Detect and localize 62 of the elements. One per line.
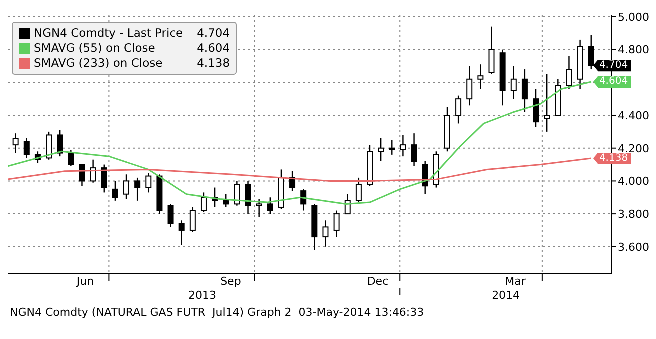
candlestick xyxy=(488,26,495,76)
candlestick xyxy=(124,174,130,200)
candlestick xyxy=(68,149,74,168)
x-tick-label: Sep xyxy=(220,275,242,288)
candlestick xyxy=(344,194,351,215)
candlestick xyxy=(46,131,52,160)
candlestick xyxy=(178,220,185,246)
candlestick xyxy=(456,95,462,124)
candlestick xyxy=(411,132,418,168)
candlestick xyxy=(389,140,396,156)
candlestick xyxy=(223,194,230,208)
legend-label: NGN4 Comdty - Last Price xyxy=(34,26,184,41)
y-tick-label: 4.800 xyxy=(618,44,650,57)
data-label: 4.604 xyxy=(593,76,632,88)
candlestick xyxy=(234,180,240,206)
line-series xyxy=(8,158,592,182)
candlestick xyxy=(267,197,274,215)
candlestick xyxy=(510,66,517,100)
candlestick xyxy=(134,177,141,202)
legend-label: SMAVG (55) on Close xyxy=(34,41,156,56)
text: 4.604 xyxy=(197,41,230,55)
candlestick xyxy=(400,134,406,158)
text: 4.704 xyxy=(599,60,628,71)
candlestick xyxy=(322,220,329,248)
y-tick-label: 4.400 xyxy=(618,109,650,122)
x-tick-label: Mar xyxy=(505,275,526,288)
candlestick xyxy=(24,138,30,159)
candlestick xyxy=(112,180,118,202)
y-tick-label: 3.800 xyxy=(618,208,650,221)
candlestick xyxy=(146,172,152,194)
candlestick xyxy=(200,192,207,214)
candlestick xyxy=(544,74,550,133)
data-label: 4.138 xyxy=(593,152,632,165)
y-tick-label: 5.000 xyxy=(618,10,650,24)
candlestick xyxy=(90,159,96,184)
candlestick xyxy=(101,164,108,194)
text: 4.138 xyxy=(197,56,230,70)
candlestick xyxy=(245,180,252,215)
y-tick-label: 3.600 xyxy=(618,240,650,254)
x2-tick-label: 2013 xyxy=(188,289,216,302)
candlestick xyxy=(57,130,64,158)
candlestick xyxy=(478,64,484,90)
candlestick xyxy=(79,164,86,187)
candlestick xyxy=(300,188,307,212)
y-tick-label: 4.000 xyxy=(618,175,650,188)
candlestick xyxy=(334,210,340,238)
candlestick xyxy=(566,56,572,90)
text: 4.704 xyxy=(197,26,230,40)
candlestick xyxy=(256,198,262,218)
legend-label: SMAVG (233) on Close xyxy=(34,56,164,71)
candlestick xyxy=(356,177,362,204)
x-tick-label: Jun xyxy=(76,275,94,288)
candlestick xyxy=(168,204,174,228)
x2-tick-label: 2014 xyxy=(492,289,520,302)
candlestick xyxy=(378,138,384,162)
text: NGN4 Comdty (NATURAL GAS FUTR Jul14) Graph 2 03-May-2014 13:46:33 xyxy=(10,306,426,319)
candlestick xyxy=(466,66,473,106)
candlestick xyxy=(533,88,540,128)
x-tick-label: Dec xyxy=(367,275,389,288)
candlestick xyxy=(190,206,196,233)
candlestick xyxy=(12,132,19,154)
candlestick xyxy=(522,68,528,113)
